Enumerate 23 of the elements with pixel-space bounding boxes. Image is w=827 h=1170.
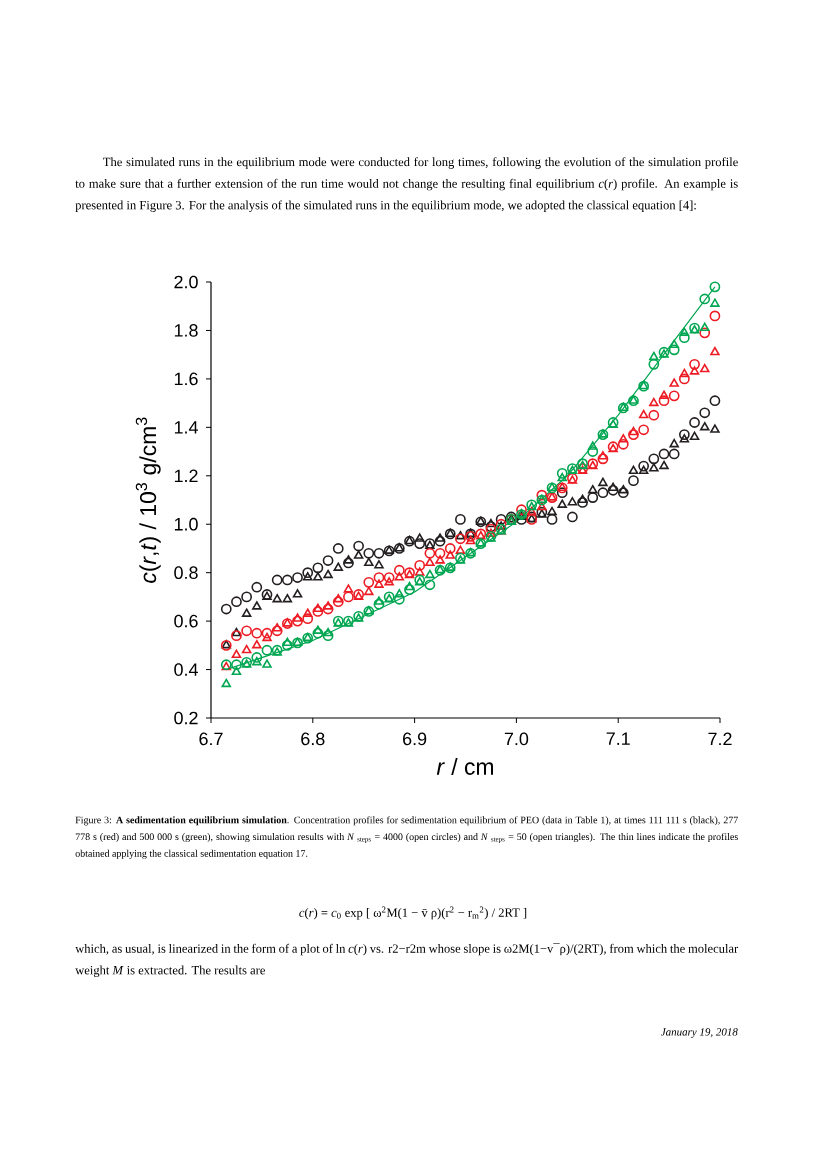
y-tick-label: 0.2 [174,711,198,725]
text: c(r,t) / 10$^{3}$ g/cm$^{3}$ [135,417,161,583]
y-tick-label: 0.8 [174,566,198,580]
y-tick-label: 1.0 [174,517,198,531]
x-tick-label: 6.8 [301,732,325,746]
text: which, as usual, is linearized in the form of a plot of ln c(r) vs. r2−r2m whose slope is ω2M(1−v¯ρ)/(2RT), from which the molecular weight M is extracted. The results are [75,943,739,978]
text: Figure 3: A sedimentation equilibrium simulation. Concentration profiles for sedimentation equilibrium of PEO (data in Table 1), at times 111 111 s (black), 277 778 s (red) and 500 000 s (green), showing simulation results with N $_{steps}$ = 4000 (open circles) and N $_{steps}$ = 50 (open triangles). The thin lines indicate the profiles obtained applying the classical sedimentation equation 17. [75,816,738,859]
x-tick-label: 7.1 [606,732,630,745]
x-tick-label: 7.2 [708,732,732,746]
y-tick-label: 1.4 [174,421,198,434]
y-tick-label: 1.8 [174,324,198,337]
x-tick-label: 7.0 [504,732,529,746]
x-tick-label: 6.9 [403,732,427,746]
x-axis-title: r / cm [436,758,493,775]
x-tick-label: 6.7 [199,732,223,746]
text: c(r) = c$_{0}$ exp [ ω$^{2}$M(1 − v̄ ρ)(r$^{2}$ − r$_{m}$$^{2}$) / 2RT ] [299,906,527,920]
y-tick-label: 1.2 [174,469,198,483]
y-tick-label: 0.6 [174,614,198,628]
y-tick-label: 1.6 [174,372,198,386]
text: The simulated runs in the equilibrium mode were conducted for long times, following the evolution of the simulation profile to make sure that a further extension of the run time would not change the resulting final equilibrium c(r) profile. An example is presented in Figure 3. For the analysis of the simulated runs in the equilibrium mode, we adopted the classical equation [4]: [75,157,738,212]
y-tick-label: 2.0 [174,275,198,289]
text: January 19, 2018 [660,1028,738,1038]
y-tick-label: 0.4 [174,663,198,676]
